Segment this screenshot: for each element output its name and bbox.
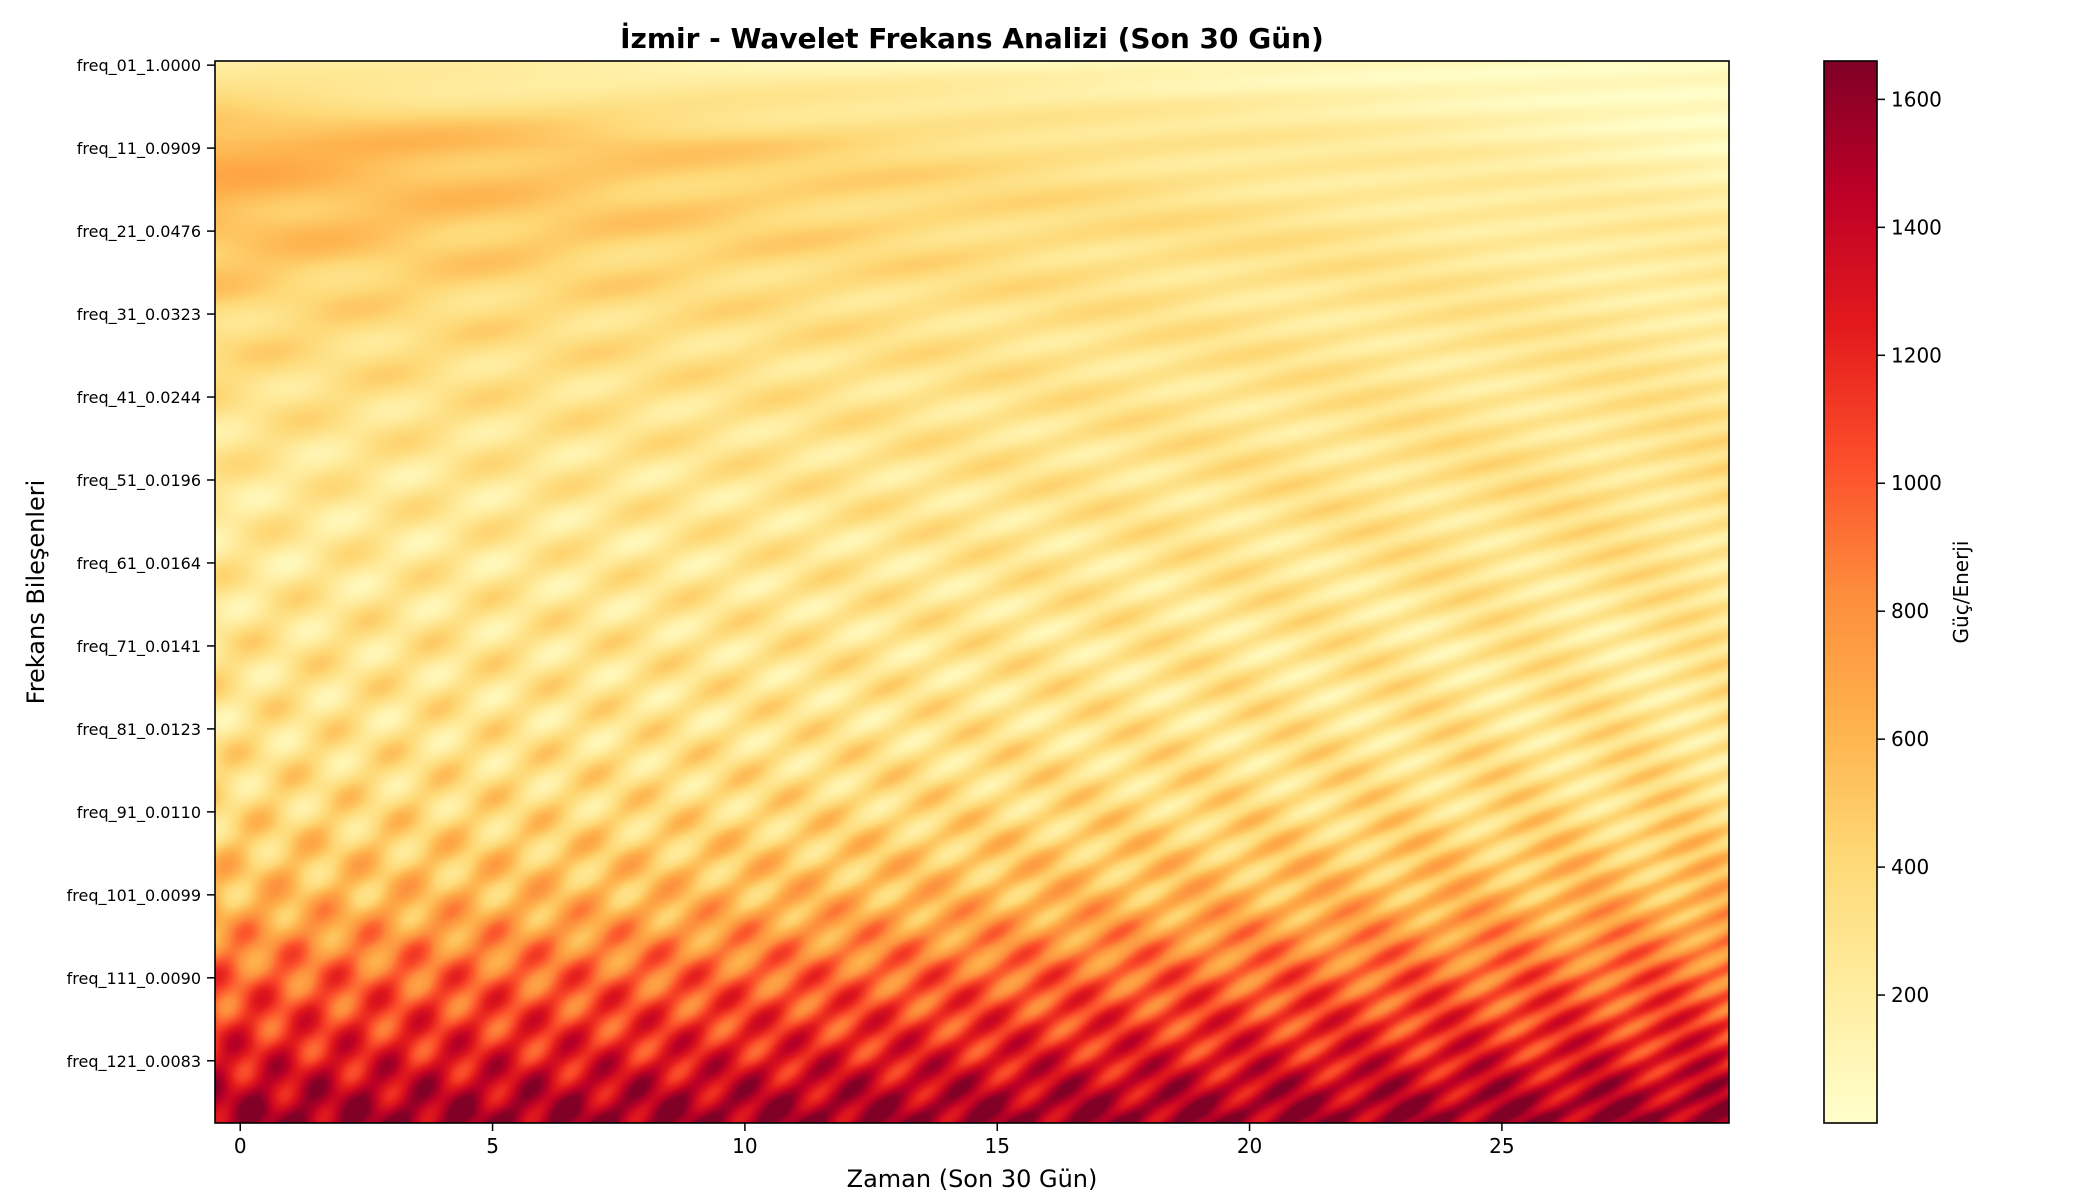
y-tick-label: freq_91_0.0110 [77, 803, 201, 823]
plot-frame [214, 60, 1730, 1124]
y-tick-label: freq_81_0.0123 [77, 720, 201, 740]
colorbar-tick-label: 200 [1891, 983, 1929, 1007]
x-tick-label: 15 [985, 1134, 1010, 1158]
x-tick-label: 20 [1237, 1134, 1262, 1158]
colorbar-tick-label: 400 [1891, 855, 1929, 879]
colorbar-tick-label: 1400 [1891, 215, 1942, 239]
y-tick-label: freq_61_0.0164 [77, 554, 201, 574]
colorbar-tick-label: 800 [1891, 599, 1929, 623]
colorbar-tick-label: 1200 [1891, 343, 1942, 367]
y-tick-label: freq_71_0.0141 [77, 637, 201, 657]
x-tick-label: 0 [234, 1134, 247, 1158]
x-axis-label: Zaman (Son 30 Gün) [847, 1165, 1098, 1193]
chart-title: İzmir - Wavelet Frekans Analizi (Son 30 … [620, 21, 1324, 55]
y-tick-label: freq_41_0.0244 [77, 388, 201, 408]
y-tick-label: freq_01_1.0000 [77, 56, 201, 76]
y-tick-label: freq_121_0.0083 [67, 1052, 201, 1072]
y-tick-label: freq_101_0.0099 [67, 886, 201, 906]
colorbar-ticks: 200 400 600 800 1000 1200 1400 1600 [1877, 87, 1942, 1007]
y-tick-label: freq_21_0.0476 [77, 222, 201, 242]
x-tick-label: 25 [1489, 1134, 1514, 1158]
colorbar-tick-label: 1000 [1891, 471, 1942, 495]
colorbar-label: Güç/Enerji [1949, 541, 1973, 644]
colorbar-tick-label: 1600 [1891, 87, 1942, 111]
y-axis-label: Frekans Bileşenleri [22, 480, 50, 705]
y-tick-label: freq_31_0.0323 [77, 305, 201, 325]
heatmap-image [215, 61, 1729, 1123]
y-tick-label: freq_11_0.0909 [77, 139, 201, 159]
x-tick-label: 10 [732, 1134, 757, 1158]
colorbar-gradient [1824, 61, 1877, 1123]
y-tick-label: freq_111_0.0090 [67, 969, 201, 989]
x-axis-ticks: 0 5 10 15 20 25 [234, 1123, 1515, 1158]
y-axis-ticks: freq_01_1.0000 freq_11_0.0909 freq_21_0.04… [67, 56, 215, 1072]
colorbar-frame [1823, 60, 1878, 1124]
colorbar-tick-label: 600 [1891, 727, 1929, 751]
y-tick-label: freq_51_0.0196 [77, 471, 201, 491]
x-tick-label: 5 [486, 1134, 499, 1158]
